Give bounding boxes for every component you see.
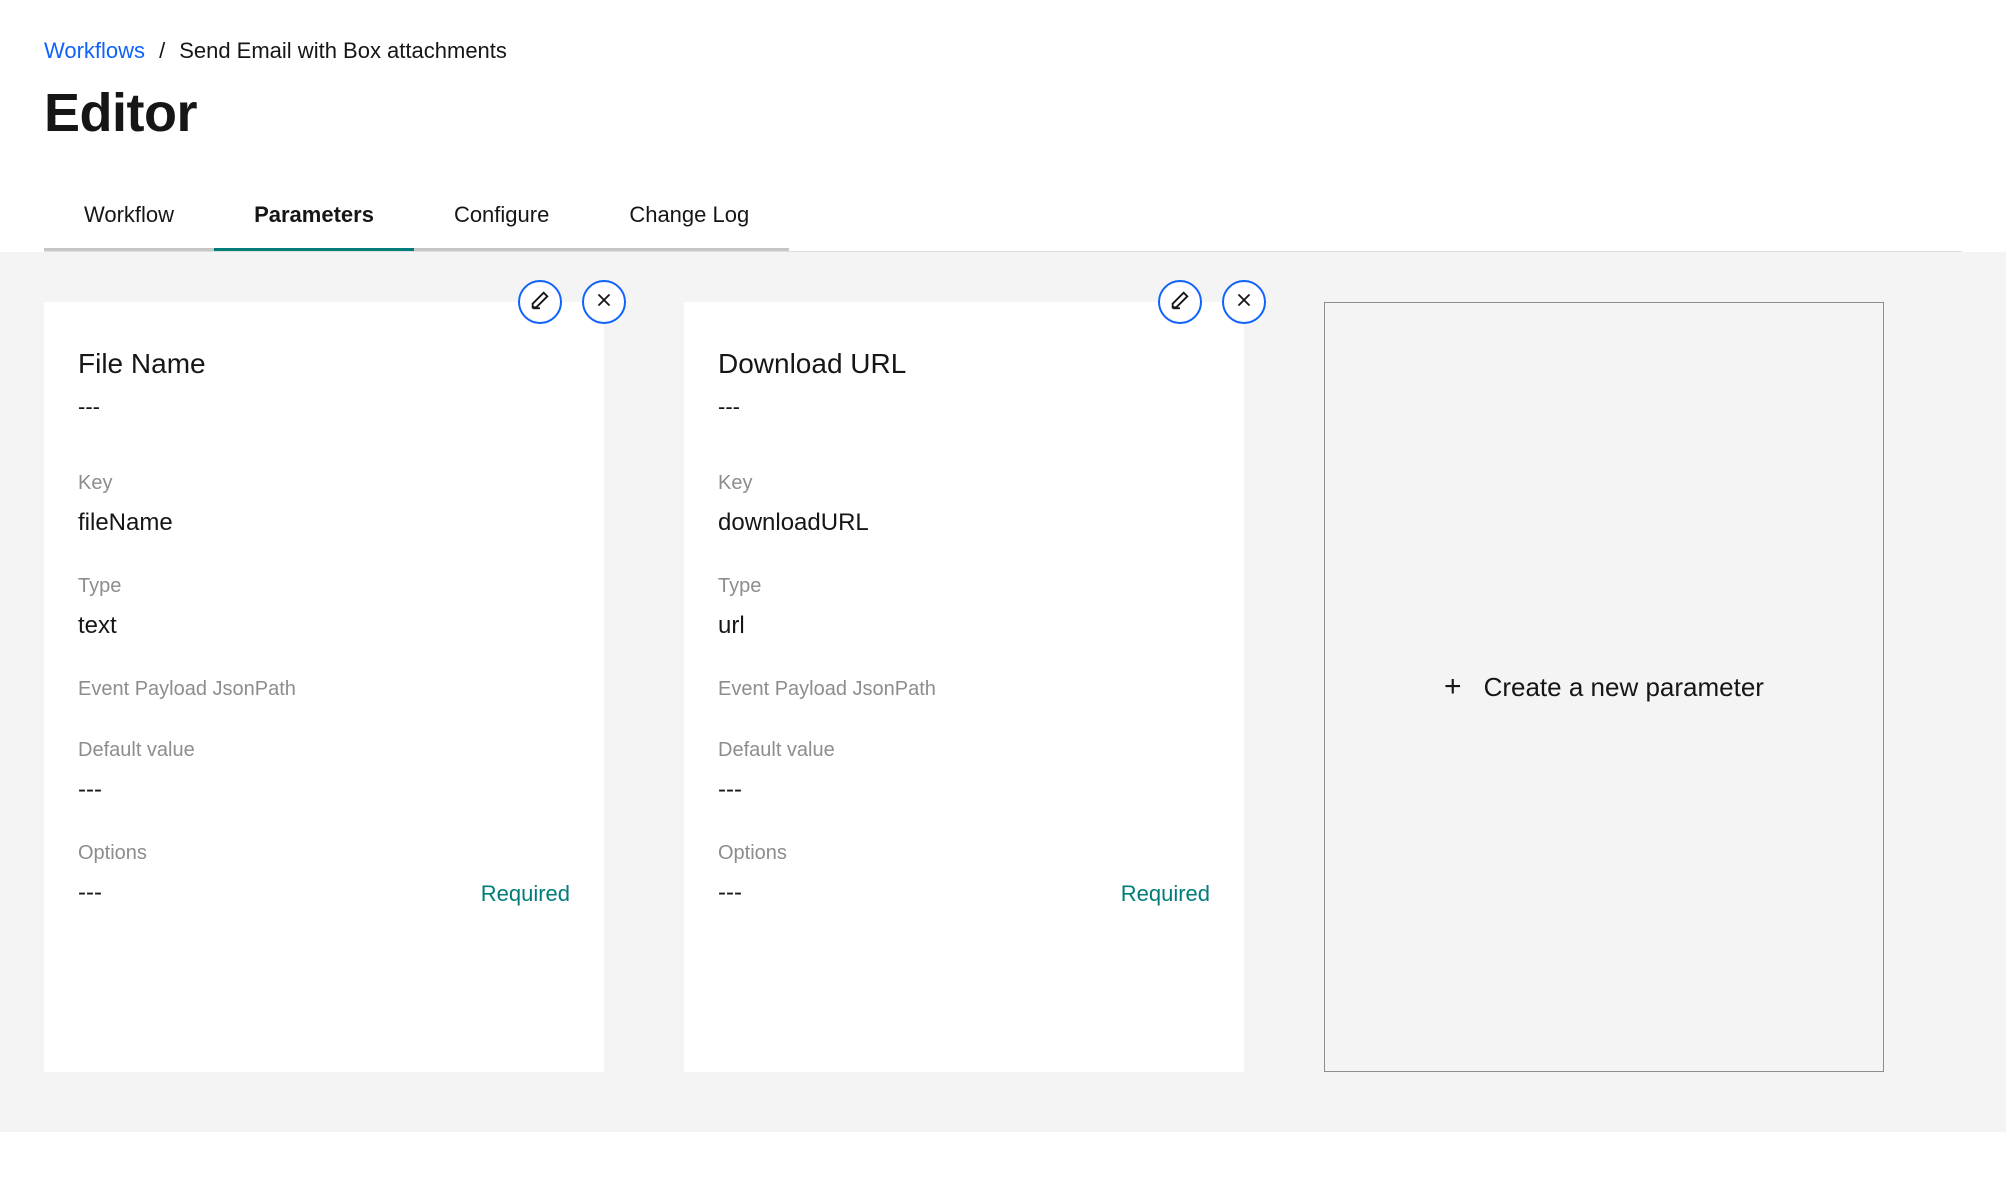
delete-button[interactable] (582, 280, 626, 324)
tab-workflow[interactable]: Workflow (44, 184, 214, 251)
create-parameter-button[interactable]: + Create a new parameter (1324, 302, 1884, 1072)
parameter-card: Download URL --- Key downloadURL Type ur… (684, 302, 1244, 1072)
tab-parameters[interactable]: Parameters (214, 184, 414, 251)
field-label-options: Options (78, 842, 147, 865)
edit-button[interactable] (1158, 280, 1202, 324)
field-value-default: --- (718, 776, 1210, 804)
field-label-type: Type (718, 575, 1210, 598)
breadcrumb: Workflows / Send Email with Box attachme… (44, 38, 1962, 64)
parameter-card: File Name --- Key fileName Type text Eve… (44, 302, 604, 1072)
field-value-type: url (718, 612, 1210, 640)
close-icon (593, 289, 615, 316)
field-value-type: text (78, 612, 570, 640)
pencil-icon (529, 289, 551, 316)
parameter-description: --- (718, 394, 1210, 420)
pencil-icon (1169, 289, 1191, 316)
content-area: File Name --- Key fileName Type text Eve… (0, 252, 2006, 1132)
tab-configure[interactable]: Configure (414, 184, 589, 251)
field-label-key: Key (78, 472, 570, 495)
field-label-jsonpath: Event Payload JsonPath (718, 678, 1210, 701)
parameter-description: --- (78, 394, 570, 420)
field-label-type: Type (78, 575, 570, 598)
field-label-jsonpath: Event Payload JsonPath (78, 678, 570, 701)
page-title: Editor (44, 82, 1962, 144)
required-badge: Required (1121, 881, 1210, 907)
field-value-key: downloadURL (718, 509, 1210, 537)
delete-button[interactable] (1222, 280, 1266, 324)
plus-icon: + (1444, 672, 1462, 702)
create-parameter-label: Create a new parameter (1484, 672, 1764, 703)
tab-bar: Workflow Parameters Configure Change Log (44, 184, 1962, 252)
parameter-title: Download URL (718, 348, 1210, 380)
breadcrumb-current: Send Email with Box attachments (179, 38, 507, 64)
breadcrumb-root-link[interactable]: Workflows (44, 38, 145, 64)
field-label-key: Key (718, 472, 1210, 495)
field-label-default: Default value (78, 739, 570, 762)
field-value-default: --- (78, 776, 570, 804)
parameter-title: File Name (78, 348, 570, 380)
breadcrumb-separator: / (159, 38, 165, 64)
required-badge: Required (481, 881, 570, 907)
field-label-default: Default value (718, 739, 1210, 762)
field-value-options: --- (718, 879, 787, 907)
field-label-options: Options (718, 842, 787, 865)
field-value-options: --- (78, 879, 147, 907)
field-value-key: fileName (78, 509, 570, 537)
tab-changelog[interactable]: Change Log (589, 184, 789, 251)
edit-button[interactable] (518, 280, 562, 324)
close-icon (1233, 289, 1255, 316)
